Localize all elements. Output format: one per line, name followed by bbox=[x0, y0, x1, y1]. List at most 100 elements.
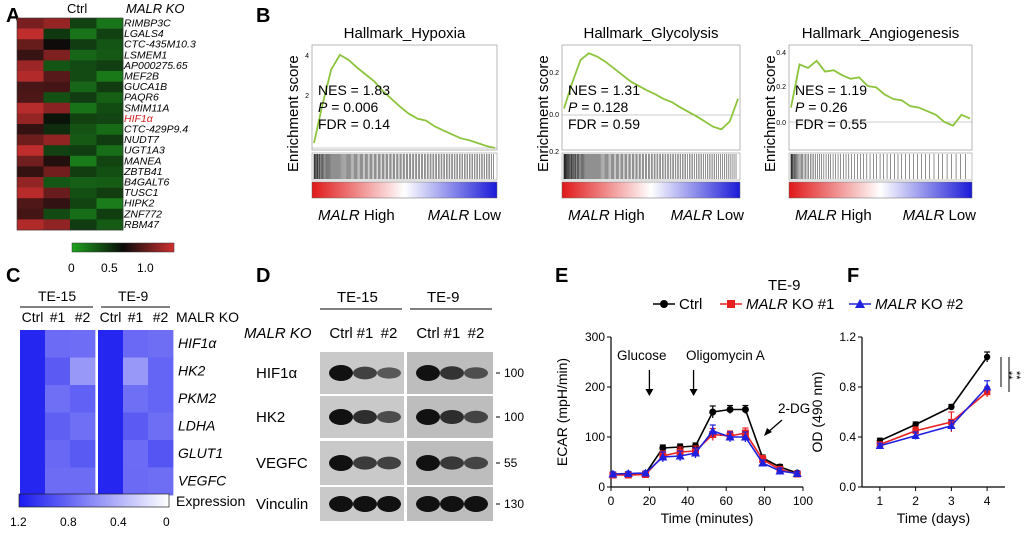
a-heat-cell bbox=[96, 102, 124, 114]
a-heat-cell bbox=[70, 18, 97, 29]
y-tick-label: 0.0 bbox=[839, 480, 856, 494]
a-gene-label: LSMEM1 bbox=[124, 49, 167, 61]
e-annotation: Oligomycin A bbox=[686, 348, 765, 363]
e-annotation: 2-DG bbox=[778, 401, 810, 416]
d-band bbox=[353, 366, 377, 380]
b-hit-box bbox=[788, 152, 973, 181]
b-enrichment-curve bbox=[790, 59, 971, 127]
c-heat-cell bbox=[148, 467, 174, 496]
y-tick-label: 0.8 bbox=[839, 380, 856, 394]
a-gene-label: MEF2B bbox=[124, 71, 159, 83]
panel-label-e: E bbox=[555, 265, 568, 287]
x-tick-label: 80 bbox=[758, 494, 772, 508]
a-heat-cell bbox=[96, 219, 124, 231]
c-group-labels: Ctrl #1 #2 Ctrl #1 #2 bbox=[22, 309, 169, 325]
a-gene-label: B4GALT6 bbox=[124, 177, 169, 189]
a-heat-cell bbox=[70, 177, 97, 188]
a-heat-cell bbox=[17, 134, 44, 146]
e-cell-line: TE-9 bbox=[768, 277, 801, 294]
b-rank-bar bbox=[561, 181, 741, 199]
series-line bbox=[879, 356, 988, 442]
a-heat-cell bbox=[43, 198, 71, 210]
c-gene-label: PKM2 bbox=[178, 390, 216, 406]
d-lane-label: #1 bbox=[444, 325, 461, 342]
c-heat-cell bbox=[70, 385, 96, 413]
c-gene-labels: HIF1α HK2 PKM2 LDHA GLUT1 VEGFC bbox=[178, 335, 227, 489]
c-group-label: #1 bbox=[128, 309, 144, 325]
c-heat-cell bbox=[148, 385, 174, 413]
x-tick-label: 1 bbox=[877, 494, 884, 508]
data-point bbox=[641, 468, 651, 477]
a-heat-cell bbox=[17, 92, 44, 104]
data-point bbox=[740, 432, 750, 441]
a-colorbar-tick-1: 0.5 bbox=[101, 261, 118, 275]
a-heat-cell bbox=[43, 60, 71, 72]
e-legend-label: MALR KO #1 bbox=[746, 296, 834, 313]
b-ytick: 0.2 bbox=[549, 70, 559, 77]
a-heat-cell bbox=[70, 187, 97, 199]
e-annotation: Glucose bbox=[617, 348, 667, 363]
c-heat-cell bbox=[148, 440, 174, 468]
c-heat-cell bbox=[98, 357, 124, 386]
c-heat-cell bbox=[20, 385, 46, 413]
d-band bbox=[464, 496, 488, 512]
b-nes: NES = 1.19 bbox=[795, 82, 867, 98]
a-heat-cell bbox=[43, 134, 71, 146]
c-gene-label: VEGFC bbox=[178, 473, 227, 489]
d-band bbox=[464, 367, 488, 379]
a-heat-cell bbox=[96, 134, 124, 146]
data-point bbox=[690, 448, 700, 457]
b-rank-bar bbox=[311, 181, 498, 199]
b-fdr: FDR = 0.55 bbox=[795, 116, 867, 132]
data-point bbox=[982, 382, 992, 391]
f-od-chart: 0.0 0.4 0.8 1.2 1 2 3 4 Time (days) OD (490 nm) **… bbox=[809, 330, 1022, 526]
a-heat-cell bbox=[70, 39, 97, 51]
b-ytick: 0.0 bbox=[549, 112, 559, 119]
c-heat-cell bbox=[20, 440, 46, 468]
panel-label-b: B bbox=[256, 5, 270, 27]
a-heat-cell bbox=[43, 155, 71, 167]
c-heat-cell bbox=[70, 467, 96, 496]
b-nes: NES = 1.31 bbox=[568, 82, 640, 98]
c-heat-cell bbox=[45, 412, 71, 441]
b-ylabel: Enrichment score bbox=[285, 55, 302, 172]
a-heat-cell bbox=[43, 18, 71, 29]
b-left-label: MALR High bbox=[795, 207, 872, 224]
a-heat-cell bbox=[96, 187, 124, 199]
f-sig-star: ** bbox=[1010, 371, 1022, 380]
e-legend-label: MALR KO #2 bbox=[875, 296, 963, 313]
d-lane-label: #1 bbox=[357, 325, 374, 342]
d-lane-label: Ctrl bbox=[416, 325, 439, 342]
a-colorbar-tick-2: 1.0 bbox=[137, 261, 154, 275]
data-point bbox=[775, 466, 785, 475]
d-band bbox=[353, 410, 377, 424]
a-heat-cell bbox=[17, 60, 44, 72]
a-heat-cell bbox=[96, 145, 124, 157]
a-heat-cell bbox=[17, 187, 44, 199]
d-band bbox=[464, 410, 488, 424]
x-tick-label: 2 bbox=[912, 494, 919, 508]
x-tick-label: 40 bbox=[681, 494, 695, 508]
b-ytick: 0.2 bbox=[549, 149, 559, 156]
b-plot-frame bbox=[561, 44, 741, 151]
c-heat-cell bbox=[45, 357, 71, 386]
d-band bbox=[440, 456, 464, 470]
a-gene-label: PAQR6 bbox=[124, 92, 159, 104]
data-point bbox=[947, 421, 956, 429]
b-left-label: MALR High bbox=[568, 207, 645, 224]
y-tick-label: 300 bbox=[585, 330, 605, 344]
d-band bbox=[416, 496, 440, 512]
c-legend-label: Expression bbox=[176, 493, 245, 509]
c-heat-cell bbox=[98, 440, 124, 468]
a-heat-cell bbox=[17, 113, 44, 125]
a-heat-cell bbox=[17, 39, 44, 51]
c-group-label: Ctrl bbox=[22, 309, 44, 325]
e-legend-marker bbox=[727, 300, 735, 308]
panel-label-f: F bbox=[847, 265, 859, 287]
data-point bbox=[792, 469, 802, 477]
a-heat-cell bbox=[70, 81, 97, 93]
a-heat-cell bbox=[17, 177, 44, 188]
b-right-label: MALR Low bbox=[671, 207, 745, 224]
c-heat-cell bbox=[98, 385, 124, 413]
